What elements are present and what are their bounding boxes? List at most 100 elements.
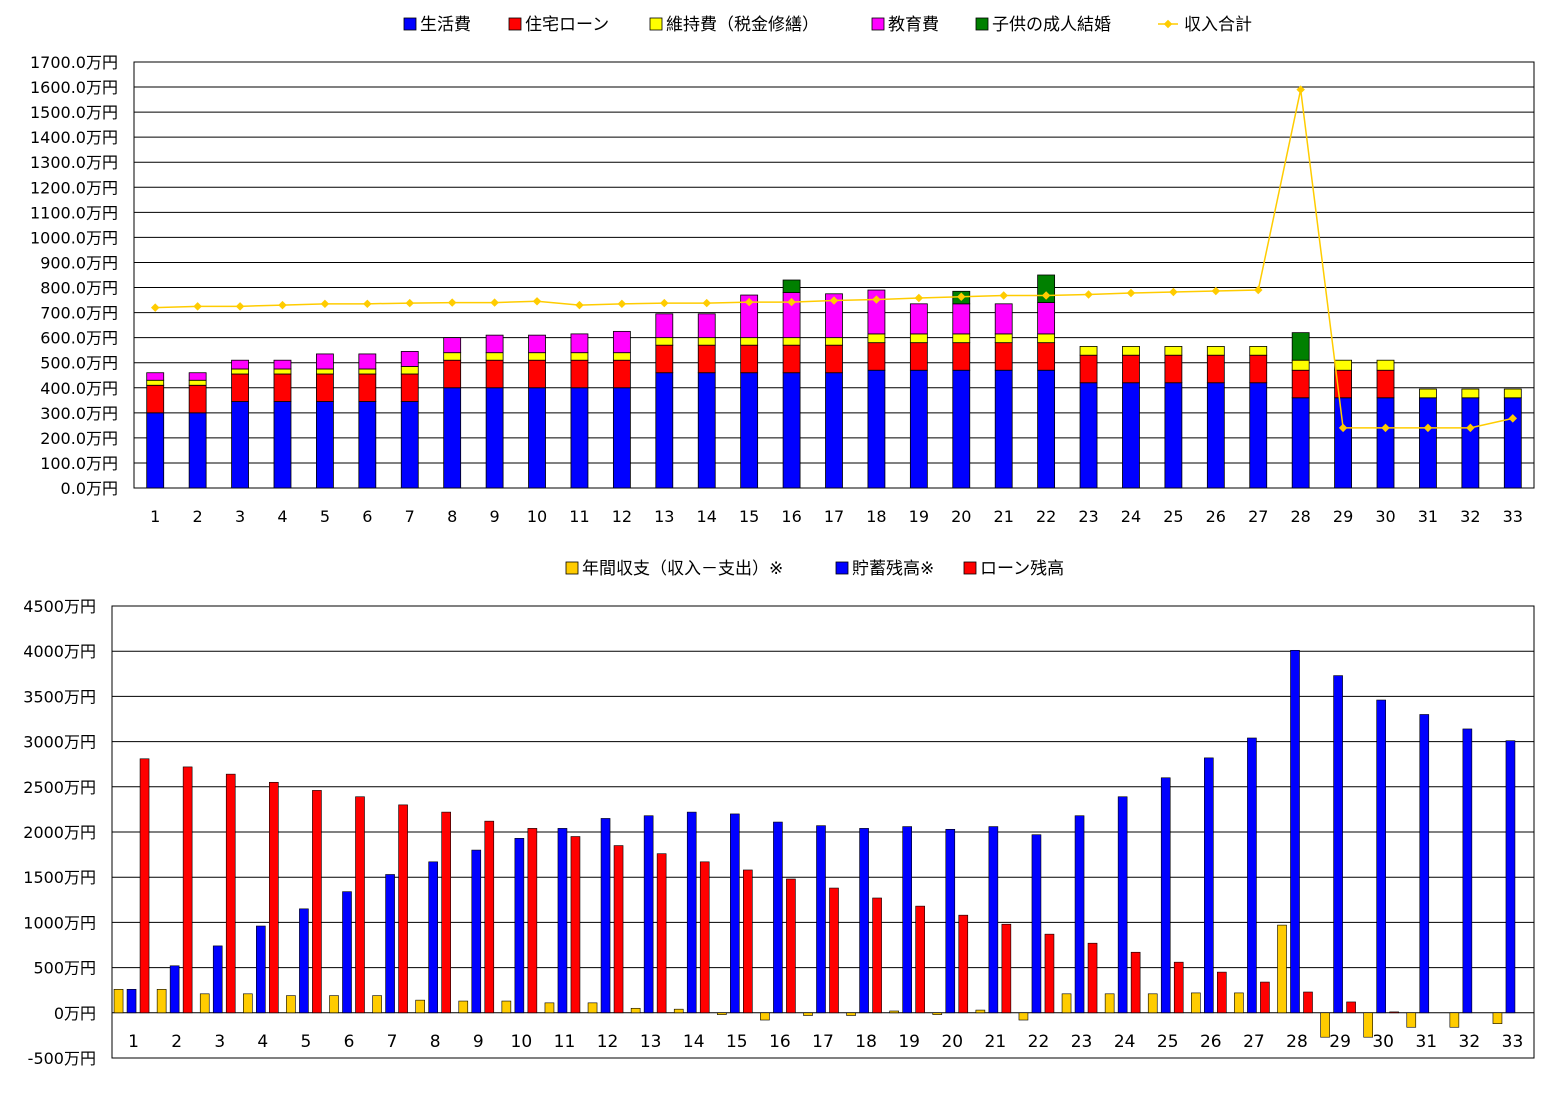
legend-label: 子供の成人結婚 [992, 15, 1111, 35]
bar-segment [188, 384, 207, 414]
x-tick-label: 15 [726, 1032, 748, 1052]
bar [1290, 649, 1300, 1014]
bar-segment [1079, 354, 1098, 384]
x-tick-label: 21 [994, 507, 1014, 526]
bar-segment [782, 279, 801, 293]
bar [613, 845, 624, 1014]
bar-segment [1122, 382, 1140, 489]
bar-segment [952, 303, 971, 335]
legend-item: 子供の成人結婚 [975, 15, 1111, 35]
bar [458, 1000, 469, 1014]
bar [156, 988, 167, 1014]
bar-segment [994, 303, 1013, 335]
legend-item: 維持費（税金修繕） [649, 15, 819, 35]
y-tick-label: 600.0万円 [40, 329, 118, 348]
bar [1303, 991, 1313, 1014]
bar [225, 773, 236, 1014]
x-tick-label: 7 [405, 507, 415, 526]
y-tick-label: 400.0万円 [40, 379, 118, 398]
bar-segment [485, 352, 504, 361]
bar-segment [1249, 382, 1268, 489]
bar-segment [443, 387, 462, 489]
y-tick-label: 3000万円 [23, 733, 96, 752]
bar-segment [188, 372, 207, 381]
x-tick-label: 18 [866, 507, 886, 526]
bar [385, 874, 395, 1014]
x-tick-label: 14 [697, 507, 717, 526]
bar [1462, 728, 1473, 1014]
y-tick-label: 4000万円 [23, 642, 96, 661]
bar [544, 1002, 555, 1014]
legend-item: 貯蓄残高※ [835, 559, 934, 579]
bar [557, 828, 568, 1014]
legend-swatch [508, 17, 522, 31]
bar [256, 925, 266, 1014]
bar [1074, 815, 1085, 1014]
bar-segment [231, 401, 249, 489]
bar [484, 820, 495, 1014]
bar-segment [655, 337, 674, 346]
bar-segment [1164, 382, 1183, 489]
x-tick-label: 25 [1157, 1032, 1179, 1052]
income-point [532, 297, 542, 306]
x-tick-label: 16 [781, 507, 801, 526]
bar [816, 825, 826, 1014]
bar-segment [655, 344, 674, 374]
x-tick-label: 22 [1036, 507, 1056, 526]
income-point [872, 295, 881, 304]
bar-segment [358, 401, 377, 489]
bar [975, 1009, 986, 1014]
bar-segment [400, 401, 419, 489]
bar-segment [1376, 369, 1395, 399]
bar-segment [273, 368, 292, 375]
bar-segment [443, 352, 462, 361]
x-tick-label: 1 [128, 1032, 139, 1052]
bar [699, 861, 710, 1014]
bar-segment [697, 344, 716, 374]
y-tick-label: 700.0万円 [40, 304, 118, 323]
bar [1406, 1012, 1417, 1028]
cost-income-chart: 0.0万円 100.0万円 200.0万円 300.0万円 400.0万円 500.0万円… [30, 15, 1535, 526]
x-tick-label: 20 [951, 507, 971, 526]
bar [126, 988, 137, 1014]
bar [182, 766, 193, 1014]
bar [1044, 933, 1055, 1014]
bar [945, 828, 956, 1014]
x-tick-label: 3 [214, 1032, 225, 1052]
income-point [957, 292, 966, 302]
bar-segment [740, 337, 759, 346]
bar [1376, 699, 1386, 1014]
income-point [1508, 414, 1518, 423]
bar-segment [1419, 388, 1437, 399]
bar-segment [1461, 388, 1480, 399]
bar-segment [400, 373, 419, 402]
y-tick-label: 1000.0万円 [30, 228, 118, 247]
bar-segment [570, 359, 589, 389]
legend-swatch [565, 561, 579, 575]
bar [686, 811, 697, 1014]
x-tick-label: 25 [1163, 507, 1183, 526]
bar [717, 1012, 727, 1015]
bar-segment [1206, 382, 1225, 489]
x-tick-label: 10 [511, 1032, 533, 1052]
bar [1147, 993, 1158, 1014]
x-tick-label: 11 [569, 507, 589, 526]
income-point [320, 299, 330, 309]
y-tick-label: 1100.0万円 [30, 203, 118, 222]
x-tick-label: 8 [447, 507, 457, 526]
bar [312, 790, 322, 1014]
income-point [1169, 287, 1178, 297]
bar-segment [825, 344, 843, 374]
x-tick-label: 9 [490, 507, 500, 526]
bar [1260, 981, 1270, 1014]
legend-label: 収入合計 [1184, 15, 1252, 35]
income-point [1381, 423, 1390, 433]
bar [859, 828, 869, 1014]
legend-swatch [871, 17, 885, 31]
bar-segment [146, 412, 165, 489]
bar-segment [655, 372, 674, 489]
bar [199, 993, 210, 1014]
bar-segment [1079, 382, 1098, 489]
bar [269, 781, 279, 1014]
bar-segment [188, 379, 207, 386]
